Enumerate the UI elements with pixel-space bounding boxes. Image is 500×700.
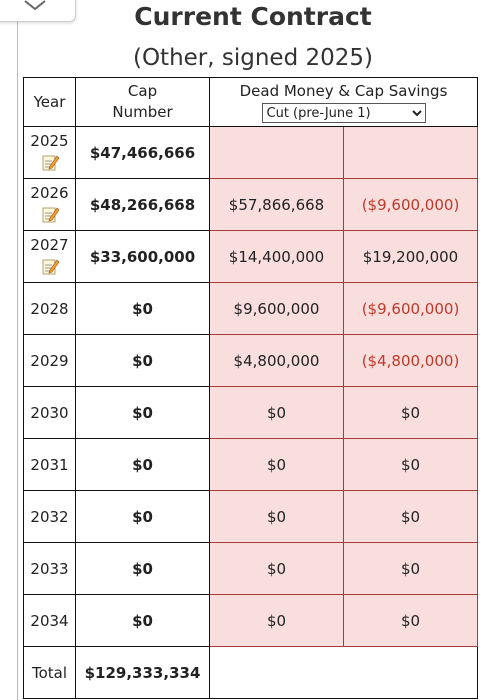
total-empty xyxy=(209,646,478,699)
header-cell: Cap Number xyxy=(75,77,210,127)
dead-cell: $0 xyxy=(209,438,344,491)
row: 2025 $47,466,666 xyxy=(23,126,478,179)
cap-cell: $0 xyxy=(75,490,210,543)
row: 2026 $48,266,668 $57,866,668 ($9,600,000) xyxy=(23,178,478,231)
dead-cell: $0 xyxy=(209,386,344,439)
edit-icon xyxy=(42,207,59,223)
year-text: 2027 xyxy=(30,236,69,254)
savings-cell: $0 xyxy=(343,490,478,543)
container-edge xyxy=(17,0,18,700)
cut-select[interactable]: Cut (pre-June 1) xyxy=(261,103,426,124)
row: 2031 $0 $0 $0 xyxy=(23,438,478,491)
dead-cell: $9,600,000 xyxy=(209,282,344,335)
savings-cell: ($9,600,000) xyxy=(343,178,478,231)
year-cell: 2025 xyxy=(23,126,76,179)
year-cell: 2027 xyxy=(23,230,76,283)
savings-cell: $0 xyxy=(343,594,478,647)
total-cap: $129,333,334 xyxy=(75,646,210,699)
dead-cell: $4,800,000 xyxy=(209,334,344,387)
year-cell: 2034 xyxy=(23,594,76,647)
row: 2028 $0 $9,600,000 ($9,600,000) xyxy=(23,282,478,335)
cap-cell: $0 xyxy=(75,282,210,335)
cap-cell: $0 xyxy=(75,334,210,387)
row: 2030 $0 $0 $0 xyxy=(23,386,478,439)
year-text: 2033 xyxy=(30,559,69,578)
total-row: Total $129,333,334 xyxy=(23,646,478,699)
contract-table: Year Cap Number Dead Money & Cap Savings… xyxy=(23,77,478,699)
dead-cell: $0 xyxy=(209,542,344,595)
savings-cell xyxy=(343,126,478,179)
total-label: Total xyxy=(23,646,76,699)
year-text: 2029 xyxy=(30,351,69,370)
header-text: Dead Money & Cap Savings xyxy=(239,81,448,100)
row: 2029 $0 $4,800,000 ($4,800,000) xyxy=(23,334,478,387)
cap-cell: $0 xyxy=(75,542,210,595)
header-cell: Year xyxy=(23,77,76,127)
year-text: 2030 xyxy=(30,403,69,422)
dead-cell: $0 xyxy=(209,594,344,647)
row: 2027 $33,600,000 $14,400,000 $19,200,000 xyxy=(23,230,478,283)
year-text: 2028 xyxy=(30,299,69,318)
cap-cell: $0 xyxy=(75,594,210,647)
row: 2034 $0 $0 $0 xyxy=(23,594,478,647)
year-text: 2031 xyxy=(30,455,69,474)
table-body: 2025 $47,466,666 2026 $48,266,668 $57,866,66… xyxy=(23,126,478,699)
header-text: Cap Number xyxy=(112,82,173,121)
year-text: 2026 xyxy=(30,184,69,202)
year-text: 2034 xyxy=(30,611,69,630)
year-cell: 2031 xyxy=(23,438,76,491)
year-cell: 2030 xyxy=(23,386,76,439)
row: 2033 $0 $0 $0 xyxy=(23,542,478,595)
row: 2032 $0 $0 $0 xyxy=(23,490,478,543)
header-cell: Dead Money & Cap Savings Cut (pre-June 1… xyxy=(209,77,478,127)
year-text: 2032 xyxy=(30,507,69,526)
cap-cell: $0 xyxy=(75,438,210,491)
year-cell: 2026 xyxy=(23,178,76,231)
year-text: 2025 xyxy=(30,132,69,150)
cap-cell: $33,600,000 xyxy=(75,230,210,283)
dead-cell: $14,400,000 xyxy=(209,230,344,283)
year-cell: 2032 xyxy=(23,490,76,543)
chevron-icon xyxy=(24,0,46,11)
edit-icon xyxy=(42,259,59,275)
year-cell: 2033 xyxy=(23,542,76,595)
dead-cell xyxy=(209,126,344,179)
edit-icon xyxy=(42,155,59,171)
savings-cell: $0 xyxy=(343,542,478,595)
dead-cell: $0 xyxy=(209,490,344,543)
cap-cell: $47,466,666 xyxy=(75,126,210,179)
year-cell: 2029 xyxy=(23,334,76,387)
savings-cell: ($9,600,000) xyxy=(343,282,478,335)
dead-cell: $57,866,668 xyxy=(209,178,344,231)
cap-cell: $48,266,668 xyxy=(75,178,210,231)
savings-cell: $19,200,000 xyxy=(343,230,478,283)
subtitle: (Other, signed 2025) xyxy=(132,45,374,71)
title: Current Contract xyxy=(134,2,372,31)
cap-cell: $0 xyxy=(75,386,210,439)
savings-cell: $0 xyxy=(343,386,478,439)
collapse-button[interactable] xyxy=(0,0,76,22)
savings-cell: ($4,800,000) xyxy=(343,334,478,387)
year-cell: 2028 xyxy=(23,282,76,335)
savings-cell: $0 xyxy=(343,438,478,491)
header-row: Year Cap Number Dead Money & Cap Savings… xyxy=(23,77,478,127)
